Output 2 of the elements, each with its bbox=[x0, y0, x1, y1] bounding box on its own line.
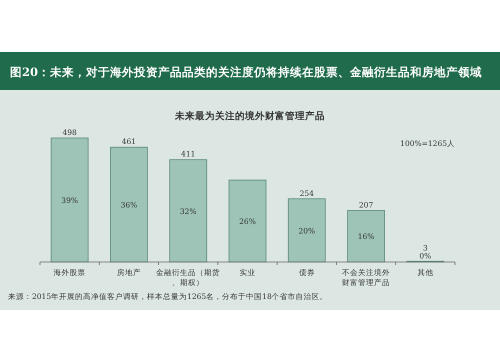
chart-title: 图20：未来，对于海外投资产品品类的关注度仍将持续在股票、金融衍生品和房地产领域 bbox=[10, 65, 482, 79]
chart-subtitle: 未来最为关注的境外财富管理产品 bbox=[174, 110, 325, 122]
